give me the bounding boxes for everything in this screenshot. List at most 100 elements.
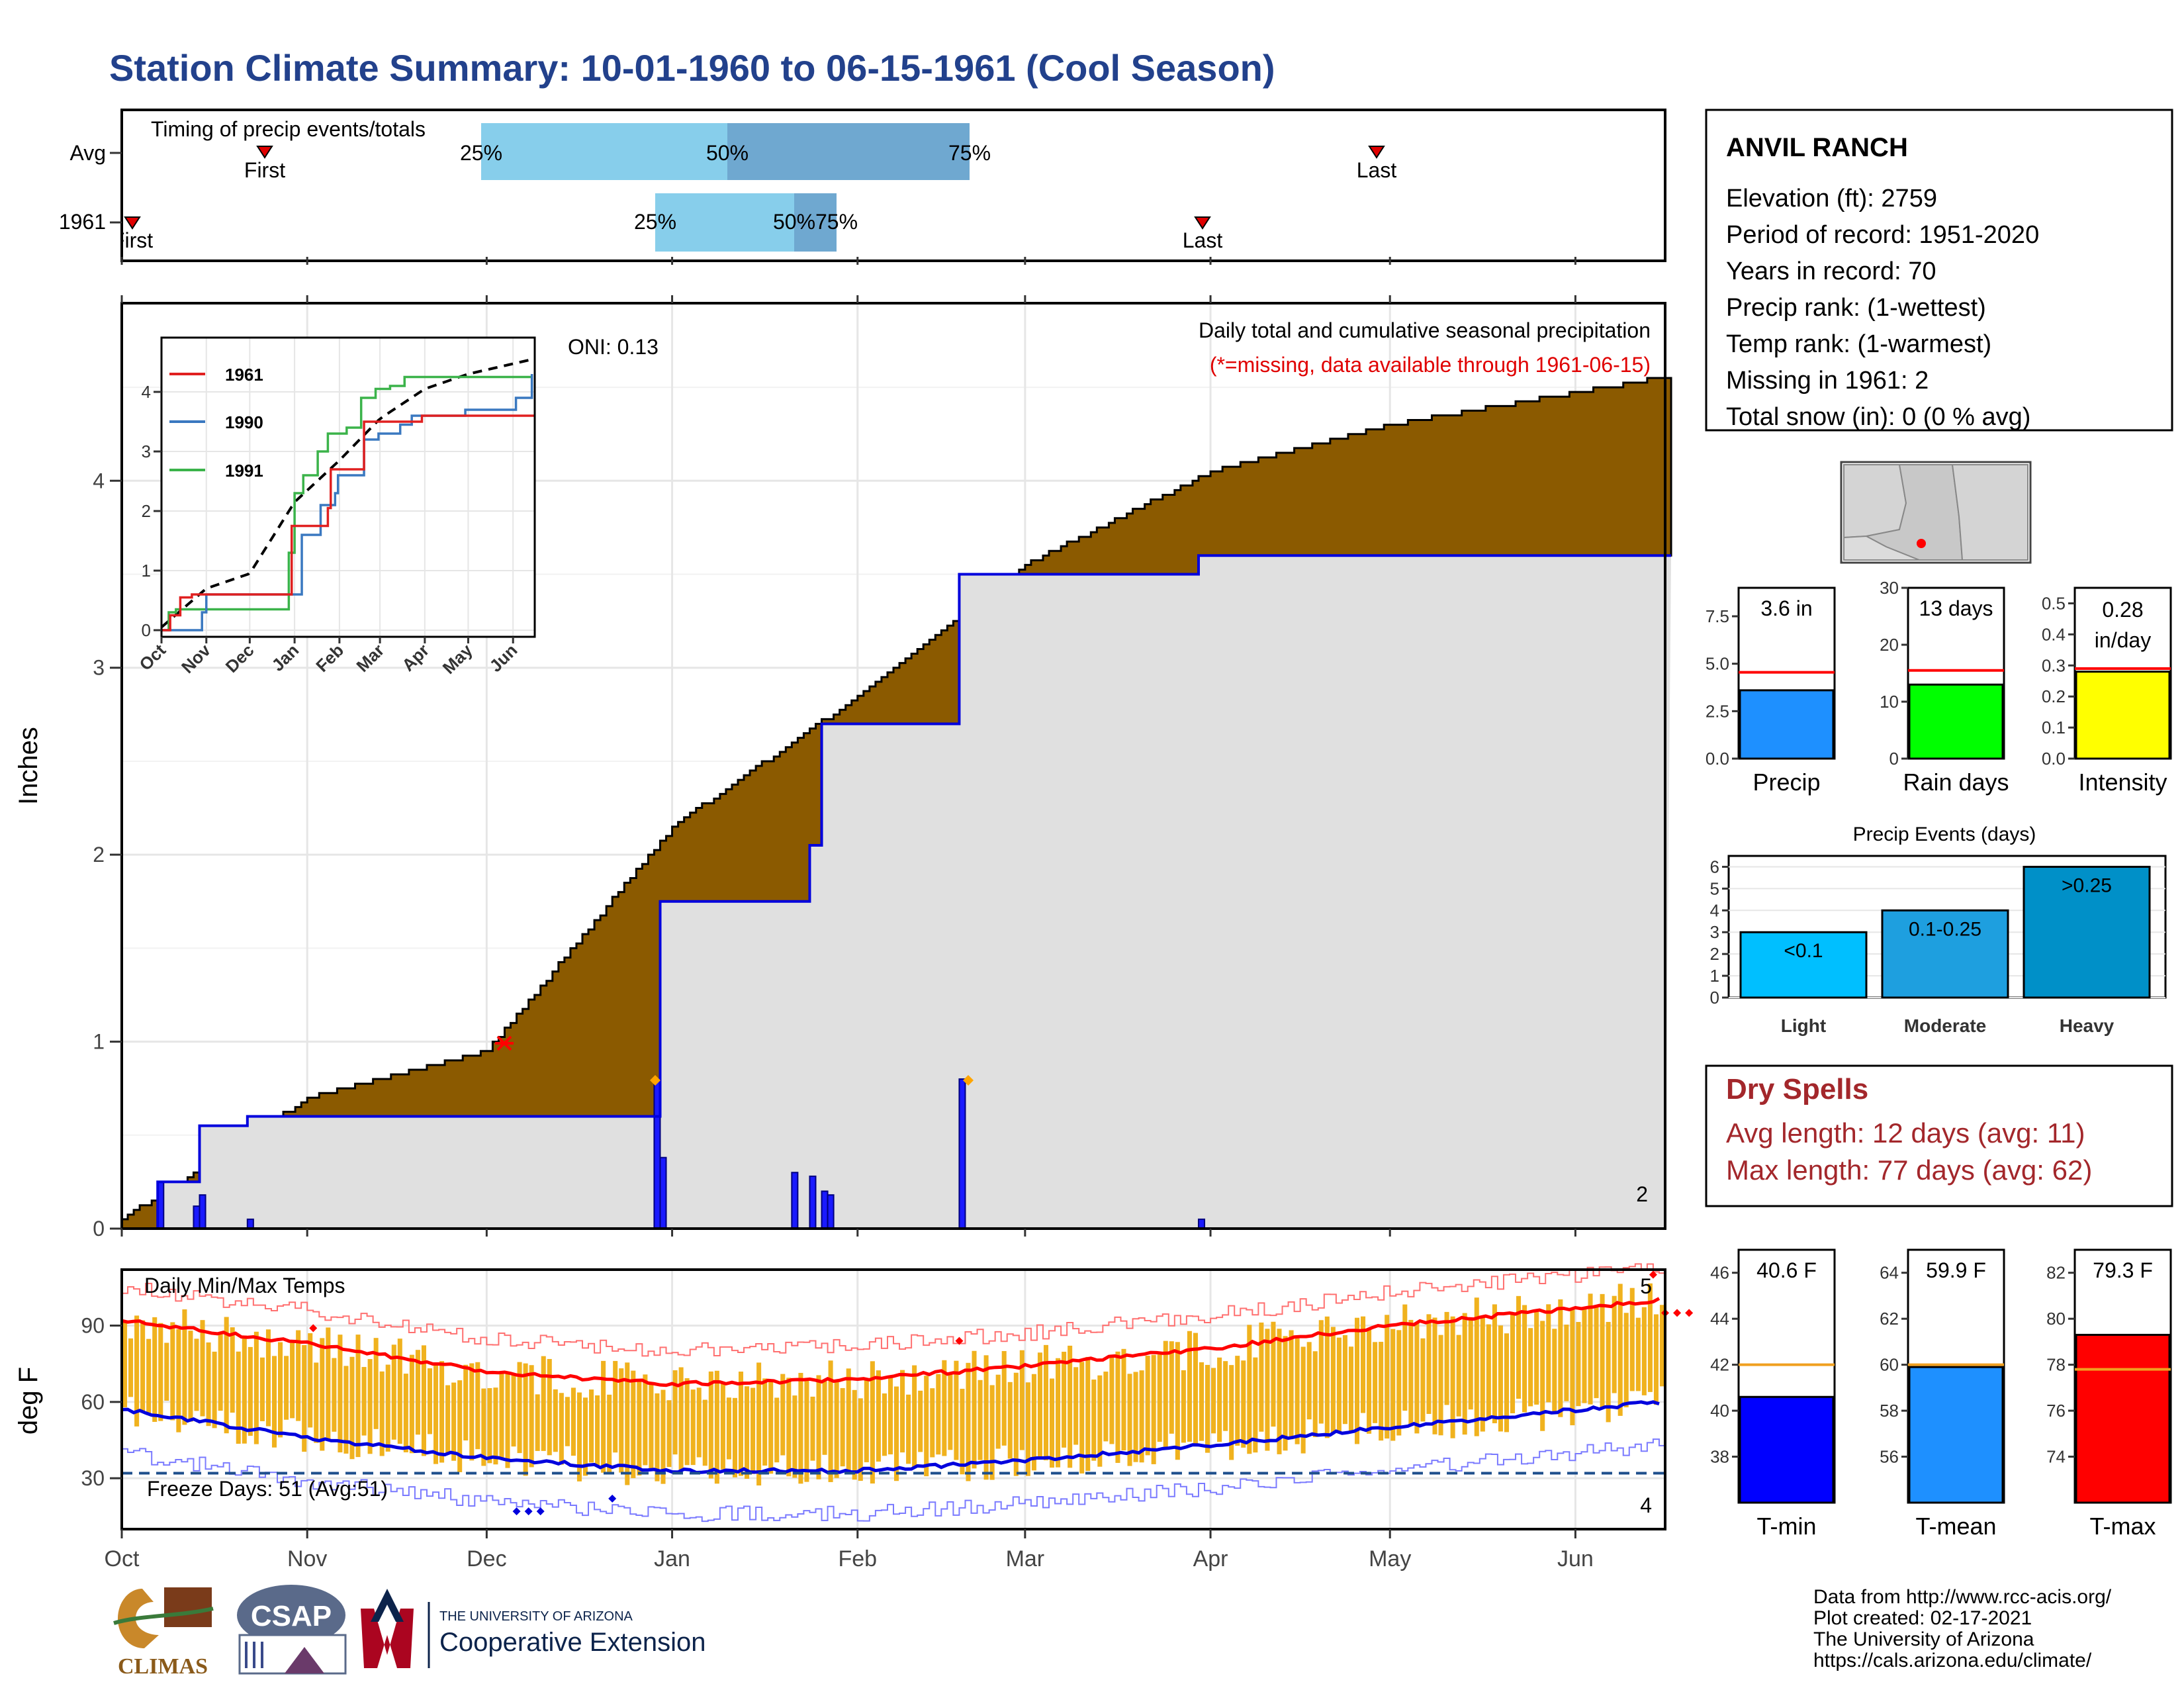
record-low-marker	[536, 1507, 545, 1516]
daily-temp-bar	[1001, 1350, 1007, 1446]
daily-temp-bar	[864, 1380, 869, 1462]
daily-temp-bar	[834, 1381, 839, 1478]
daily-temp-bar	[1091, 1380, 1097, 1461]
daily-temp-bar	[302, 1345, 307, 1452]
daily-temp-bar	[918, 1390, 923, 1452]
daily-temp-bar	[1235, 1356, 1240, 1446]
daily-temp-bar	[887, 1376, 893, 1455]
intensity-chart-value-text: 0.28	[2102, 598, 2143, 622]
daily-temp-bar	[786, 1378, 792, 1477]
daily-temp-bar	[505, 1374, 510, 1468]
station-info-line: Temp rank: (1-warmest)	[1726, 330, 1991, 358]
daily-temp-bar	[1068, 1345, 1073, 1468]
station-name: ANVIL RANCH	[1726, 133, 1908, 162]
dry-title: Dry Spells	[1726, 1073, 1868, 1105]
y-tick-label: 58	[1880, 1401, 1899, 1421]
daily-temp-bar	[230, 1327, 235, 1413]
record-max-line	[122, 1263, 1665, 1357]
daily-temp-bar	[720, 1383, 725, 1470]
timing-1961-first: First	[112, 228, 153, 252]
daily-temp-bar	[1546, 1304, 1551, 1403]
y-tick-label: 30	[81, 1466, 105, 1490]
daily-temp-bar	[1348, 1346, 1353, 1432]
dry-spells-box: Dry Spells Avg length: 12 days (avg: 11)…	[1705, 1064, 2173, 1207]
y-tick-label: 0	[1710, 988, 1719, 1008]
daily-temp-bar	[972, 1350, 977, 1469]
y-tick-label: 6	[1710, 857, 1719, 876]
precip-total-chart-value-text: 3.6 in	[1760, 596, 1812, 620]
daily-temp-bar	[1552, 1329, 1557, 1414]
daily-temp-bar	[798, 1372, 803, 1484]
y-tick-label: 30	[1880, 578, 1899, 598]
daily-temp-bar	[726, 1397, 731, 1460]
daily-temp-bar	[469, 1363, 475, 1461]
daily-temp-bar	[1295, 1338, 1300, 1444]
daily-temp-bar	[690, 1389, 696, 1466]
daily-temp-bar	[1199, 1362, 1205, 1441]
average-min-line	[121, 1400, 1660, 1474]
y-tick-label: 0.0	[2042, 749, 2066, 769]
daily-temp-bar	[128, 1338, 134, 1397]
timing-1961-q50-q75	[794, 193, 837, 252]
daily-temp-bar	[1265, 1329, 1270, 1451]
y-tick-label: 20	[1880, 635, 1899, 655]
daily-temp-bar	[475, 1362, 480, 1450]
y-tick-label: 5.0	[1706, 654, 1729, 674]
ua-small-text: THE UNIVERSITY OF ARIZONA	[439, 1609, 633, 1624]
y-tick-label: 5	[1710, 878, 1719, 898]
daily-temp-bar	[1079, 1362, 1085, 1474]
timing-avg-first: First	[244, 158, 285, 182]
month-label: Nov	[287, 1546, 327, 1571]
daily-temp-bar	[338, 1335, 343, 1453]
record-low-marker	[512, 1507, 521, 1516]
timing-avg-first-marker	[256, 146, 273, 159]
csap-logo: CSAP	[237, 1585, 347, 1675]
month-label: Apr	[1193, 1546, 1228, 1571]
station-location-marker	[1917, 539, 1926, 548]
daily-temp-bar	[541, 1356, 546, 1451]
cumulative-1961-line	[122, 554, 1672, 1230]
precip-total-chart-label: Precip	[1752, 769, 1820, 796]
y-tick-label: 90	[81, 1314, 105, 1338]
y-tick-label: 46	[1710, 1263, 1729, 1283]
y-tick-label: 3	[1710, 922, 1719, 942]
daily-temp-bar	[200, 1320, 205, 1417]
record-low-marker	[608, 1494, 617, 1503]
event-bar-text: <0.1	[1784, 940, 1823, 962]
daily-temp-bar	[637, 1379, 642, 1476]
timing-avg-q50-q75	[727, 123, 970, 180]
daily-temp-bar	[373, 1338, 379, 1429]
daily-temp-bar	[570, 1387, 576, 1456]
daily-temp-bar	[995, 1374, 1001, 1449]
daily-temp-bar	[1025, 1382, 1030, 1476]
daily-temp-bar	[1354, 1317, 1360, 1444]
daily-temp-bar	[397, 1338, 402, 1444]
daily-precip-bar	[246, 1218, 254, 1229]
daily-temp-bar	[696, 1387, 702, 1458]
daily-temp-bar	[1007, 1382, 1013, 1459]
daily-temp-bar	[517, 1362, 522, 1454]
y-tick-label: 38	[1710, 1447, 1729, 1467]
daily-temp-bar	[308, 1333, 313, 1428]
daily-temp-bar	[1606, 1321, 1611, 1423]
daily-precip-bar	[193, 1205, 201, 1230]
month-label: Oct	[105, 1546, 140, 1571]
daily-temp-bar	[1456, 1335, 1461, 1417]
daily-temp-bar	[936, 1374, 941, 1455]
cumulative-1961-fill	[122, 555, 1672, 1229]
daily-temp-bar	[1522, 1305, 1527, 1413]
daily-temp-bar	[1277, 1329, 1282, 1454]
daily-temp-bar	[1600, 1293, 1605, 1409]
daily-temp-bar	[409, 1354, 414, 1454]
intensity-chart-value-bar	[2075, 671, 2171, 760]
daily-temp-bar	[1564, 1325, 1569, 1401]
daily-temp-bar	[751, 1387, 756, 1474]
daily-temp-bar	[553, 1389, 558, 1452]
daily-temp-bar	[1390, 1329, 1396, 1441]
tmean-chart: 56 58 60 62 64 59.9 F T-mean	[1880, 1248, 2005, 1540]
y-tick-label: 82	[2046, 1263, 2066, 1283]
daily-temp-bar	[1534, 1311, 1539, 1405]
daily-temp-bar	[762, 1378, 768, 1466]
daily-temp-bar	[236, 1351, 241, 1444]
